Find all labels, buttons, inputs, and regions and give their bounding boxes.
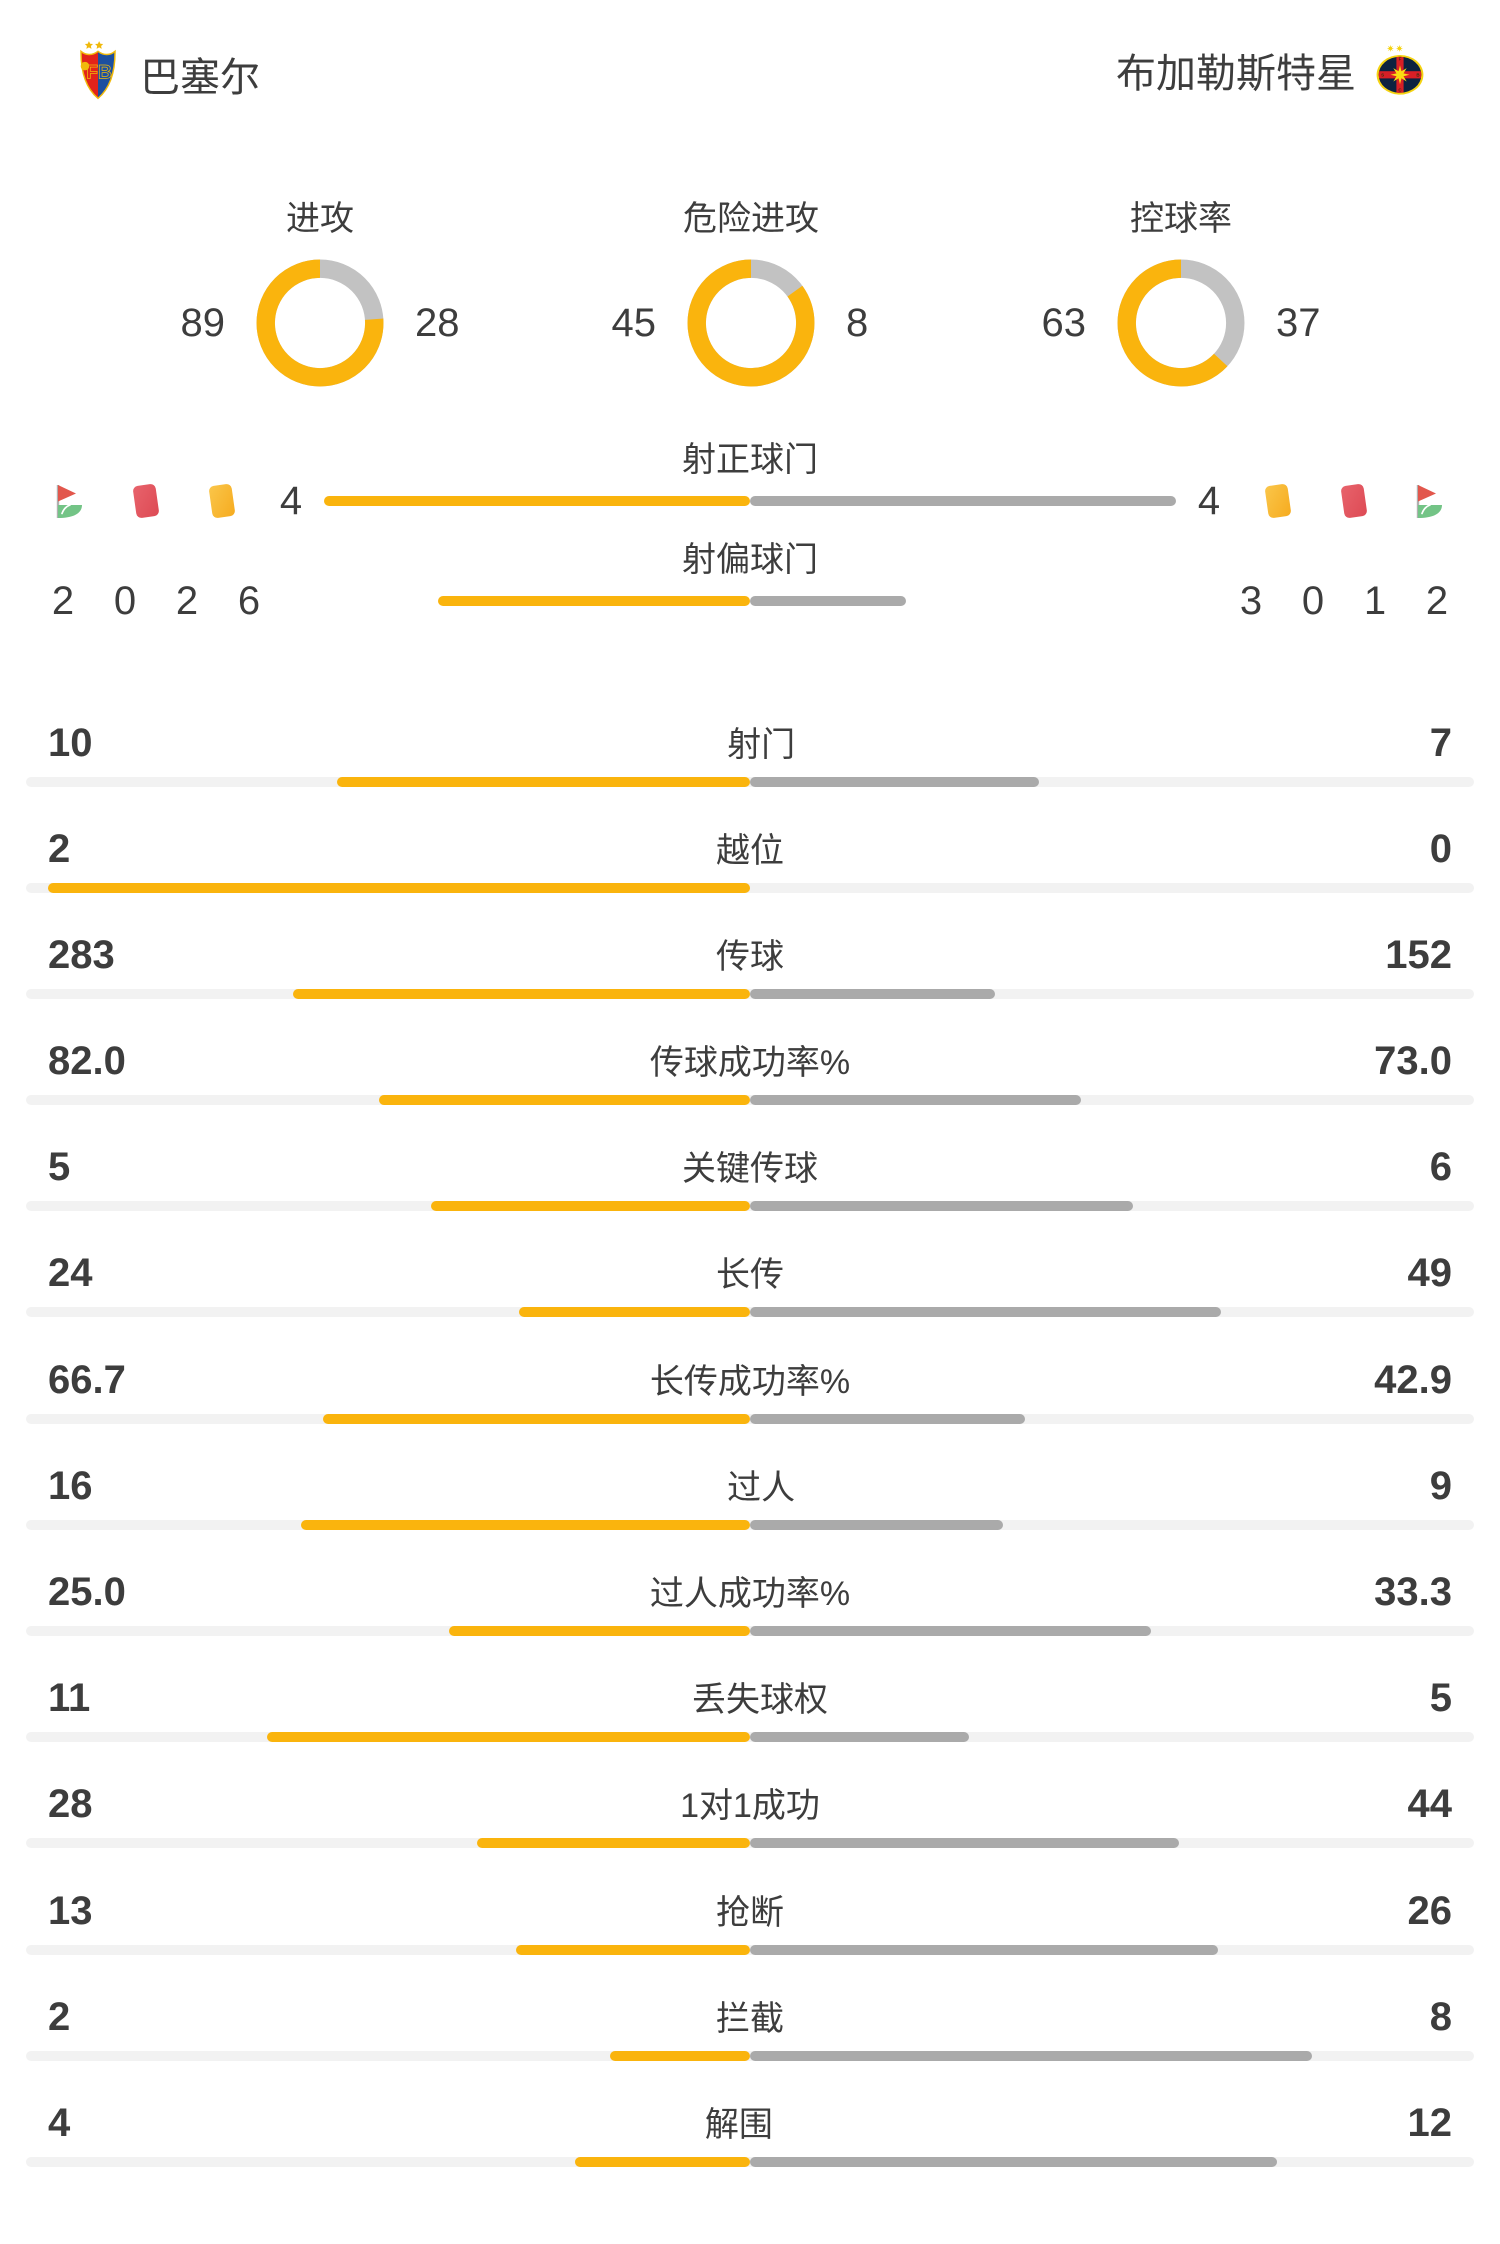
svg-text:FB: FB: [86, 63, 112, 84]
svg-text:S: S: [1381, 72, 1384, 77]
svg-text:F: F: [1399, 56, 1402, 61]
